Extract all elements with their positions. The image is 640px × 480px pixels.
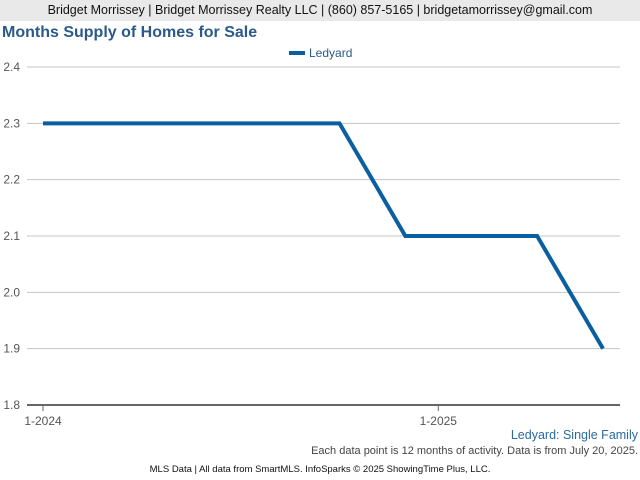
- x-axis-ticks: 1-2024 1-2025: [24, 405, 457, 428]
- y-tick-label: 1.8: [3, 398, 20, 412]
- y-axis-ticks: 1.8 1.9 2.0 2.1 2.2 2.3 2.4: [3, 60, 20, 412]
- chart-legend[interactable]: Ledyard: [289, 46, 352, 60]
- footer-bar: MLS Data | All data from SmartMLS. InfoS…: [0, 460, 640, 480]
- header-bar: Bridget Morrissey | Bridget Morrissey Re…: [0, 0, 640, 21]
- y-tick-label: 1.9: [3, 342, 20, 356]
- y-tick-label: 2.0: [3, 285, 20, 299]
- y-tick-label: 2.4: [3, 60, 20, 74]
- series-line-ledyard: [43, 121, 605, 350]
- y-tick-label: 2.2: [3, 173, 20, 187]
- y-tick-label: 2.3: [3, 116, 20, 130]
- chart-title: Months Supply of Homes for Sale: [2, 24, 258, 41]
- x-tick-label: 1-2025: [420, 414, 458, 428]
- x-tick-label: 1-2024: [24, 414, 62, 428]
- data-footnote: Each data point is 12 months of activity…: [311, 445, 638, 457]
- series-lines: [43, 121, 605, 350]
- footer-text: MLS Data | All data from SmartMLS. InfoS…: [149, 464, 491, 475]
- legend-label: Ledyard: [309, 46, 353, 60]
- series-footnote: Ledyard: Single Family: [510, 428, 638, 442]
- y-tick-label: 2.1: [3, 229, 20, 243]
- agent-contact-text: Bridget Morrissey | Bridget Morrissey Re…: [47, 3, 593, 17]
- line-chart: 1.8 1.9 2.0 2.1 2.2 2.3 2.4 1-2024 1-2025: [3, 60, 620, 428]
- legend-swatch: [289, 51, 305, 55]
